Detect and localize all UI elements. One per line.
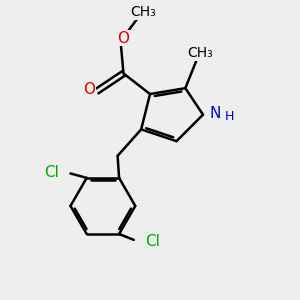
Text: Cl: Cl bbox=[145, 234, 160, 249]
Text: H: H bbox=[225, 110, 234, 123]
Text: CH₃: CH₃ bbox=[187, 46, 213, 60]
Text: O: O bbox=[83, 82, 95, 97]
Text: N: N bbox=[210, 106, 221, 121]
Text: CH₃: CH₃ bbox=[130, 5, 155, 19]
Text: O: O bbox=[118, 31, 130, 46]
Text: Cl: Cl bbox=[44, 164, 59, 179]
